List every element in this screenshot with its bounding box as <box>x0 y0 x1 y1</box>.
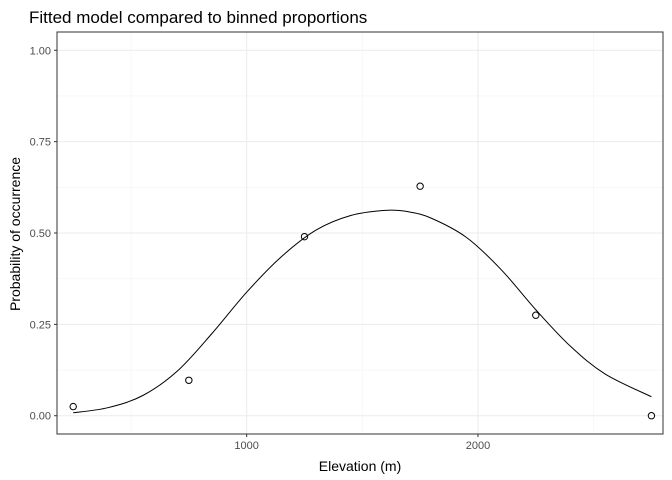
grid <box>57 32 663 434</box>
series-layer <box>69 182 656 420</box>
binned-point <box>416 182 424 190</box>
y-tick-label: 0.75 <box>30 137 51 149</box>
binned-point <box>69 402 77 411</box>
chart-title: Fitted model compared to binned proporti… <box>29 8 367 27</box>
x-tick-label: 2000 <box>466 440 490 452</box>
y-tick-label: 0.25 <box>30 319 51 331</box>
binned-point <box>647 412 656 420</box>
binned-point <box>185 376 193 384</box>
y-tick-label: 0.50 <box>30 228 51 240</box>
binned-point <box>300 232 309 241</box>
y-axis-title: Probability of occurrence <box>7 157 23 311</box>
y-tick-label: 0.00 <box>30 411 51 423</box>
axes: 0.00 0.25 0.50 0.75 1.00 1000 2000 <box>30 45 491 452</box>
binned-point <box>532 311 540 319</box>
y-tick-label: 1.00 <box>30 45 51 57</box>
x-axis-title: Elevation (m) <box>319 458 401 474</box>
x-tick-label: 1000 <box>234 440 258 452</box>
